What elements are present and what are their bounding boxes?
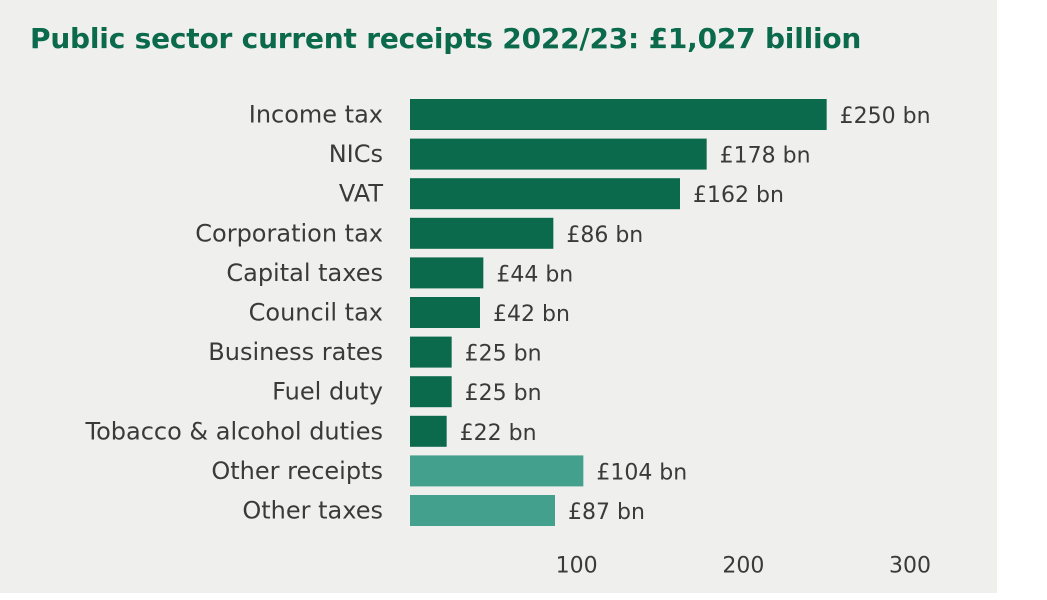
bar-vat — [410, 178, 680, 210]
category-label-capital-taxes: Capital taxes — [226, 259, 383, 287]
category-label-income-tax: Income tax — [249, 101, 383, 129]
value-label-tobacco-and-alcohol-duties: £22 bn — [460, 421, 537, 446]
value-label-nics: £178 bn — [720, 144, 811, 169]
x-tick-label-200: 200 — [722, 554, 764, 579]
bar-fuel-duty — [410, 376, 452, 408]
value-label-other-taxes: £87 bn — [568, 500, 645, 525]
category-label-fuel-duty: Fuel duty — [272, 378, 383, 406]
value-label-corporation-tax: £86 bn — [566, 223, 643, 248]
value-label-other-receipts: £104 bn — [596, 460, 687, 485]
category-label-corporation-tax: Corporation tax — [195, 219, 383, 247]
category-label-other-taxes: Other taxes — [242, 497, 383, 525]
bar-other-receipts — [410, 455, 584, 487]
value-label-business-rates: £25 bn — [465, 342, 542, 367]
bar-business-rates — [410, 336, 452, 368]
category-labels-group: Income tax NICs VAT Corporation tax Capital … — [85, 101, 384, 525]
bar-council-tax — [410, 297, 480, 328]
bars-group — [410, 99, 827, 526]
category-label-business-rates: Business rates — [208, 338, 383, 366]
bar-corporation-tax — [410, 217, 554, 249]
category-label-other-receipts: Other receipts — [211, 457, 383, 485]
x-tick-label-100: 100 — [556, 554, 598, 579]
category-label-nics: NICs — [329, 140, 383, 168]
value-label-capital-taxes: £44 bn — [496, 262, 573, 287]
value-label-fuel-duty: £25 bn — [465, 381, 542, 406]
x-tick-label-300: 300 — [889, 554, 931, 579]
x-tick-labels-group: 100 200 300 — [556, 554, 931, 579]
category-label-council-tax: Council tax — [249, 299, 383, 327]
value-labels-group: £250 bn £178 bn £162 bn £86 bn £44 bn £42 bn £… — [460, 104, 931, 525]
bar-tobacco-and-alcohol-duties — [410, 415, 447, 447]
bar-other-taxes — [410, 495, 555, 526]
chart-panel: Public sector current receipts 2022/23: … — [0, 0, 997, 593]
bar-nics — [410, 138, 707, 170]
value-label-council-tax: £42 bn — [493, 302, 570, 327]
category-label-vat: VAT — [339, 180, 383, 208]
bar-income-tax — [410, 99, 827, 130]
value-label-vat: £162 bn — [693, 183, 784, 208]
category-label-tobacco-and-alcohol-duties: Tobacco & alcohol duties — [85, 417, 384, 445]
bar-capital-taxes — [410, 257, 484, 289]
value-label-income-tax: £250 bn — [840, 104, 931, 129]
chart-title: Public sector current receipts 2022/23: … — [30, 22, 862, 55]
